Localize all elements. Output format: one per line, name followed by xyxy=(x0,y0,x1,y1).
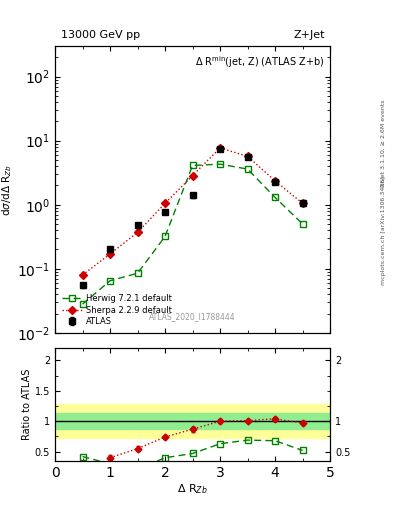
Sherpa 2.2.9 default xyxy=(108,251,112,257)
Sherpa 2.2.9 default xyxy=(190,173,195,179)
Line: Sherpa 2.2.9 default: Sherpa 2.2.9 default xyxy=(80,145,305,278)
Text: ATLAS_2020_I1788444: ATLAS_2020_I1788444 xyxy=(149,312,236,322)
Sherpa 2.2.9 default xyxy=(80,272,85,278)
X-axis label: $\Delta$ R$_{Zb}$: $\Delta$ R$_{Zb}$ xyxy=(177,482,208,496)
Line: Herwig 7.2.1 default: Herwig 7.2.1 default xyxy=(79,161,306,307)
Text: 13000 GeV pp: 13000 GeV pp xyxy=(61,30,140,40)
Text: Z+Jet: Z+Jet xyxy=(293,30,325,40)
Herwig 7.2.1 default xyxy=(218,161,222,167)
Sherpa 2.2.9 default xyxy=(135,229,140,236)
Sherpa 2.2.9 default xyxy=(245,153,250,159)
Y-axis label: Ratio to ATLAS: Ratio to ATLAS xyxy=(22,369,32,440)
Bar xyxy=(55,413,330,429)
Bar xyxy=(55,404,330,438)
Text: $\Delta$ R$^{\rm min}$(jet, Z) (ATLAS Z+b): $\Delta$ R$^{\rm min}$(jet, Z) (ATLAS Z+… xyxy=(195,55,325,71)
Text: mcplots.cern.ch [arXiv:1306.3436]: mcplots.cern.ch [arXiv:1306.3436] xyxy=(381,176,386,285)
Herwig 7.2.1 default xyxy=(163,233,167,240)
Sherpa 2.2.9 default xyxy=(218,145,222,151)
Text: Rivet 3.1.10, ≥ 2.6M events: Rivet 3.1.10, ≥ 2.6M events xyxy=(381,100,386,187)
Sherpa 2.2.9 default xyxy=(163,200,167,206)
Y-axis label: d$\sigma$/d$\Delta$ R$_{Zb}$: d$\sigma$/d$\Delta$ R$_{Zb}$ xyxy=(0,163,14,216)
Herwig 7.2.1 default xyxy=(300,221,305,227)
Herwig 7.2.1 default xyxy=(273,195,277,201)
Sherpa 2.2.9 default xyxy=(300,200,305,206)
Herwig 7.2.1 default xyxy=(108,278,112,284)
Herwig 7.2.1 default xyxy=(245,166,250,172)
Herwig 7.2.1 default xyxy=(190,162,195,168)
Sherpa 2.2.9 default xyxy=(273,178,277,184)
Legend: Herwig 7.2.1 default, Sherpa 2.2.9 default, ATLAS: Herwig 7.2.1 default, Sherpa 2.2.9 defau… xyxy=(59,292,174,329)
Herwig 7.2.1 default xyxy=(135,270,140,276)
Herwig 7.2.1 default xyxy=(80,301,85,307)
